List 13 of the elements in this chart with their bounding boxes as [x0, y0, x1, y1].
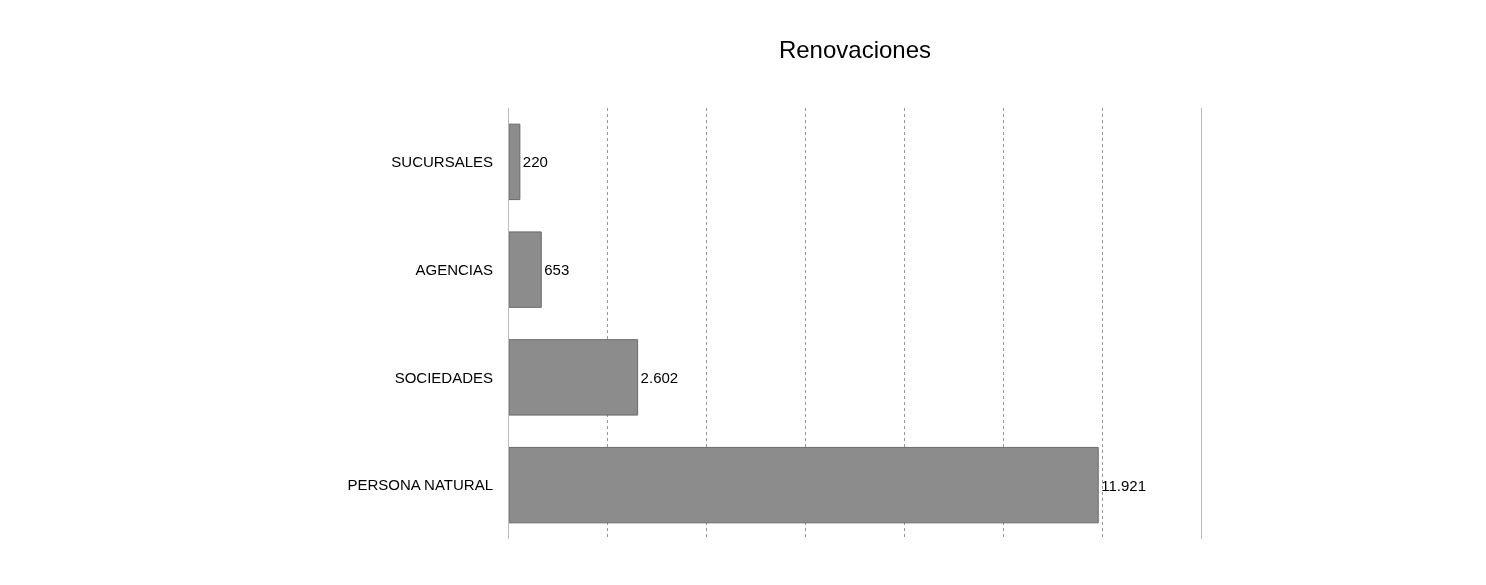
data-label: 2.602 [640, 368, 679, 386]
bar [509, 339, 639, 416]
bar [509, 231, 542, 308]
y-tick-label: PERSONA NATURAL [347, 476, 493, 494]
y-tick-label: SUCURSALES [391, 153, 493, 171]
data-label: 11.921 [1101, 476, 1147, 494]
chart-title: Renovaciones [778, 35, 932, 63]
data-label: 220 [522, 153, 548, 171]
bar [509, 123, 521, 201]
bar [509, 446, 1099, 524]
y-tick-label: SOCIEDADES [394, 368, 493, 386]
data-label: 653 [544, 261, 570, 279]
y-tick-label: AGENCIAS [415, 260, 493, 278]
